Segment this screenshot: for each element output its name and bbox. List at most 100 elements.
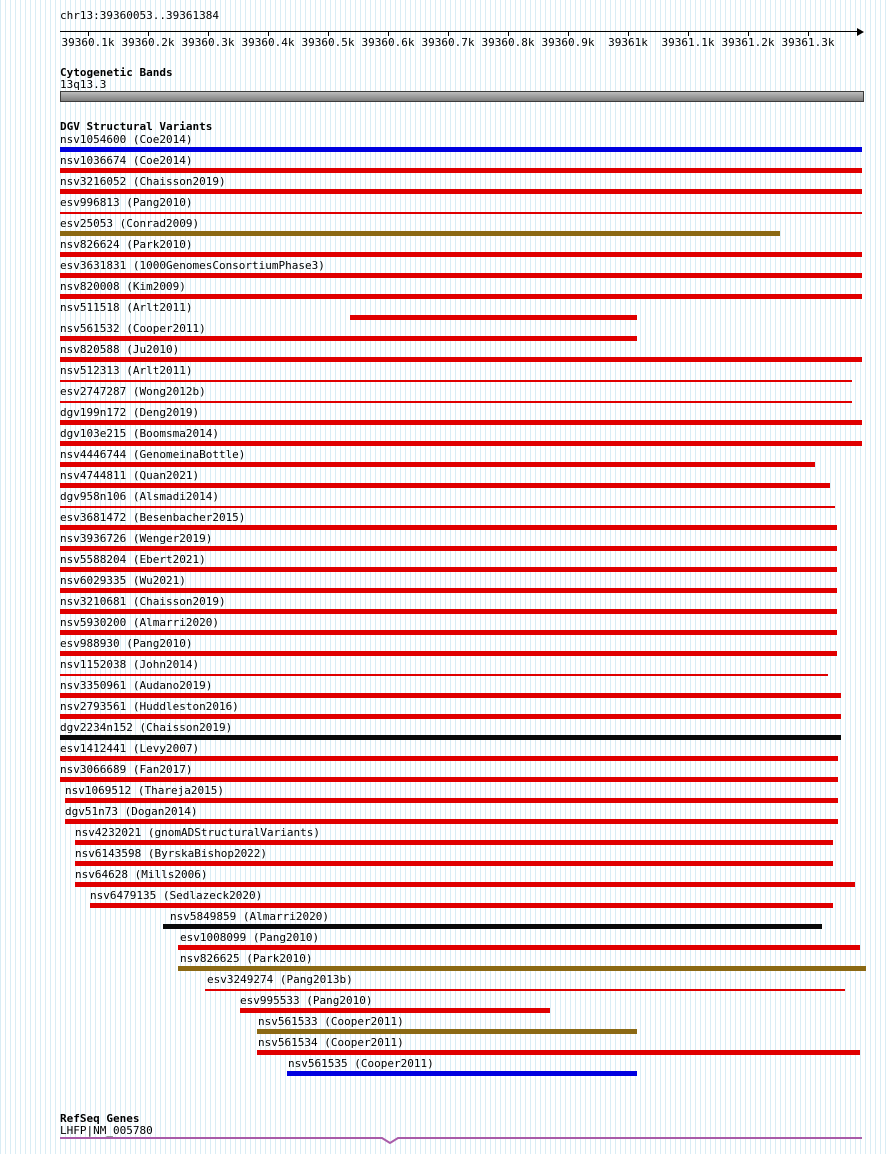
variant-bar[interactable] xyxy=(60,273,862,278)
variant-label[interactable]: esv995533 (Pang2010) xyxy=(240,994,373,1007)
ruler-tick-label: 39360.5k xyxy=(301,36,355,49)
variant-bar[interactable] xyxy=(75,861,833,866)
cytoband-bar[interactable] xyxy=(60,91,864,102)
variant-bar[interactable] xyxy=(60,735,841,740)
variant-label[interactable]: nsv4446744 (GenomeinaBottle) xyxy=(60,448,246,461)
variant-label[interactable]: esv996813 (Pang2010) xyxy=(60,196,193,209)
variant-label[interactable]: nsv6143598 (ByrskaBishop2022) xyxy=(75,847,268,860)
variant-bar[interactable] xyxy=(60,506,835,508)
variant-label[interactable]: esv988930 (Pang2010) xyxy=(60,637,193,650)
variant-bar[interactable] xyxy=(257,1029,637,1034)
variant-label[interactable]: nsv5849859 (Almarri2020) xyxy=(170,910,329,923)
variant-bar[interactable] xyxy=(205,989,845,991)
variant-bar[interactable] xyxy=(60,231,780,236)
variant-label[interactable]: nsv5588204 (Ebert2021) xyxy=(60,553,206,566)
variant-label[interactable]: nsv512313 (Arlt2011) xyxy=(60,364,193,377)
variant-bar[interactable] xyxy=(60,777,838,782)
ruler-tick-label: 39360.4k xyxy=(241,36,295,49)
variant-bar[interactable] xyxy=(60,401,852,403)
variant-bar[interactable] xyxy=(60,483,830,488)
variant-label[interactable]: nsv820588 (Ju2010) xyxy=(60,343,180,356)
variant-label[interactable]: esv25053 (Conrad2009) xyxy=(60,217,200,230)
variant-label[interactable]: nsv2793561 (Huddleston2016) xyxy=(60,700,239,713)
variant-label[interactable]: nsv561532 (Cooper2011) xyxy=(60,322,206,335)
variant-label[interactable]: nsv820008 (Kim2009) xyxy=(60,280,186,293)
variant-label[interactable]: nsv1036674 (Coe2014) xyxy=(60,154,193,167)
variant-label[interactable]: nsv561534 (Cooper2011) xyxy=(258,1036,404,1049)
variant-label[interactable]: nsv561533 (Cooper2011) xyxy=(258,1015,404,1028)
variant-label[interactable]: nsv3350961 (Audano2019) xyxy=(60,679,213,692)
variant-bar[interactable] xyxy=(90,903,833,908)
variant-bar[interactable] xyxy=(240,1008,550,1013)
variant-bar[interactable] xyxy=(60,441,862,446)
variant-label[interactable]: nsv511518 (Arlt2011) xyxy=(60,301,193,314)
variant-bar[interactable] xyxy=(350,315,637,320)
variant-label[interactable]: esv1412441 (Levy2007) xyxy=(60,742,200,755)
ruler-tick xyxy=(628,31,629,36)
variant-label[interactable]: dgv2234n152 (Chaisson2019) xyxy=(60,721,233,734)
variant-label[interactable]: dgv958n106 (Alsmadi2014) xyxy=(60,490,219,503)
variant-label[interactable]: dgv51n73 (Dogan2014) xyxy=(65,805,198,818)
variant-bar[interactable] xyxy=(60,147,862,152)
variant-label[interactable]: nsv6479135 (Sedlazeck2020) xyxy=(90,889,263,902)
variant-bar[interactable] xyxy=(60,674,828,676)
variant-bar[interactable] xyxy=(60,714,841,719)
ruler-tick-label: 39360.7k xyxy=(421,36,475,49)
variant-label[interactable]: nsv1069512 (Thareja2015) xyxy=(65,784,224,797)
variant-bar[interactable] xyxy=(60,294,862,299)
variant-label[interactable]: nsv6029335 (Wu2021) xyxy=(60,574,186,587)
variant-bar[interactable] xyxy=(60,525,837,530)
variant-label[interactable]: nsv3210681 (Chaisson2019) xyxy=(60,595,226,608)
variant-label[interactable]: nsv4744811 (Quan2021) xyxy=(60,469,200,482)
variant-bar[interactable] xyxy=(65,819,838,824)
refseq-gene-line[interactable] xyxy=(60,1135,864,1147)
variant-bar[interactable] xyxy=(178,966,866,971)
variant-label[interactable]: esv3681472 (Besenbacher2015) xyxy=(60,511,246,524)
ruler-tick xyxy=(568,31,569,36)
variant-bar[interactable] xyxy=(60,380,852,382)
variant-bar[interactable] xyxy=(75,882,855,887)
variant-bar[interactable] xyxy=(60,252,862,257)
variant-bar[interactable] xyxy=(65,798,838,803)
variant-bar[interactable] xyxy=(60,420,862,425)
variant-label[interactable]: esv3631831 (1000GenomesConsortiumPhase3) xyxy=(60,259,325,272)
variant-bar[interactable] xyxy=(60,630,837,635)
variant-bar[interactable] xyxy=(287,1071,637,1076)
variant-bar[interactable] xyxy=(60,212,862,214)
variant-label[interactable]: nsv826625 (Park2010) xyxy=(180,952,313,965)
ruler-arrow-right-icon[interactable] xyxy=(857,28,864,36)
variant-bar[interactable] xyxy=(60,693,841,698)
variant-label[interactable]: nsv1054600 (Coe2014) xyxy=(60,133,193,146)
variant-label[interactable]: nsv561535 (Cooper2011) xyxy=(288,1057,434,1070)
variant-bar[interactable] xyxy=(60,336,637,341)
variant-bar[interactable] xyxy=(163,924,822,929)
variant-bar[interactable] xyxy=(75,840,833,845)
variant-label[interactable]: nsv64628 (Mills2006) xyxy=(75,868,208,881)
ruler-tick xyxy=(388,31,389,36)
variant-bar[interactable] xyxy=(257,1050,860,1055)
variant-label[interactable]: nsv3936726 (Wenger2019) xyxy=(60,532,213,545)
variant-bar[interactable] xyxy=(60,609,837,614)
variant-bar[interactable] xyxy=(60,168,862,173)
variant-bar[interactable] xyxy=(60,357,862,362)
variant-bar[interactable] xyxy=(60,546,837,551)
variant-bar[interactable] xyxy=(178,945,860,950)
variant-label[interactable]: nsv826624 (Park2010) xyxy=(60,238,193,251)
variant-bar[interactable] xyxy=(60,651,837,656)
variant-bar[interactable] xyxy=(60,756,838,761)
variant-bar[interactable] xyxy=(60,462,815,467)
variant-bar[interactable] xyxy=(60,189,862,194)
variant-label[interactable]: nsv1152038 (John2014) xyxy=(60,658,200,671)
variant-label[interactable]: dgv103e215 (Boomsma2014) xyxy=(60,427,219,440)
variant-label[interactable]: esv3249274 (Pang2013b) xyxy=(207,973,353,986)
variant-label[interactable]: esv1008099 (Pang2010) xyxy=(180,931,320,944)
variant-label[interactable]: nsv3066689 (Fan2017) xyxy=(60,763,193,776)
refseq-gene-label[interactable]: LHFP|NM_005780 xyxy=(60,1124,153,1137)
variant-label[interactable]: dgv199n172 (Deng2019) xyxy=(60,406,200,419)
variant-bar[interactable] xyxy=(60,567,837,572)
variant-label[interactable]: nsv4232021 (gnomADStructuralVariants) xyxy=(75,826,321,839)
variant-label[interactable]: nsv5930200 (Almarri2020) xyxy=(60,616,219,629)
variant-label[interactable]: esv2747287 (Wong2012b) xyxy=(60,385,206,398)
variant-bar[interactable] xyxy=(60,588,837,593)
variant-label[interactable]: nsv3216052 (Chaisson2019) xyxy=(60,175,226,188)
